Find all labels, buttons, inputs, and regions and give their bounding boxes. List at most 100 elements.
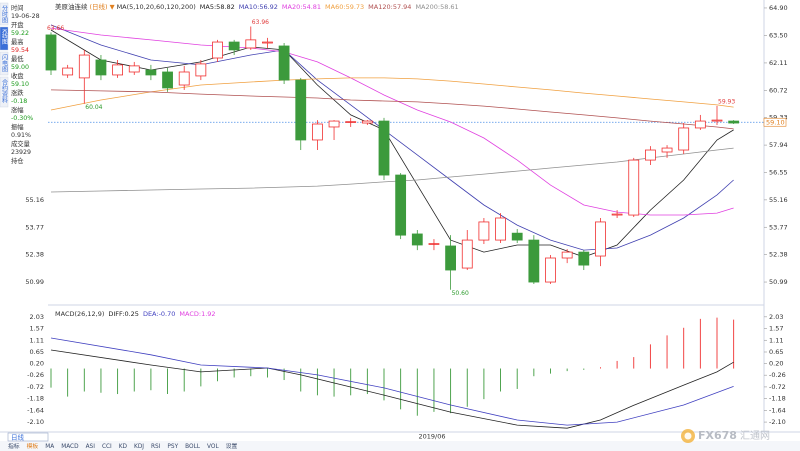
- candle-body: [428, 243, 440, 245]
- candle-body: [694, 120, 706, 129]
- side-tab[interactable]: [0, 76, 9, 108]
- ma-line: [50, 89, 734, 130]
- toolbar-item[interactable]: KD: [119, 444, 128, 450]
- extreme-label: 63.66: [47, 25, 64, 32]
- candle-body: [295, 79, 307, 141]
- ma-line: [50, 27, 734, 216]
- toolbar-item[interactable]: VOL: [207, 444, 219, 450]
- info-label: 收盘: [11, 71, 24, 80]
- toolbar-item[interactable]: 指标: [8, 442, 20, 450]
- y-tick-label: 55.16: [769, 196, 788, 204]
- y-tick-label: 1.11: [769, 336, 783, 344]
- candle-body: [661, 147, 673, 153]
- candle-body: [212, 41, 223, 59]
- watermark-name: 汇通网: [740, 429, 770, 442]
- last-price-box: [763, 117, 787, 127]
- last-price-label: 59.10: [766, 119, 785, 127]
- candle-body: [511, 232, 523, 241]
- info-label: 振幅: [11, 122, 24, 131]
- y-tick-label-left: -0.26: [27, 371, 44, 379]
- ma-line: [50, 77, 734, 111]
- ma-line: [50, 29, 734, 258]
- y-tick-label-left: 1.11: [30, 336, 44, 344]
- side-tab-label[interactable]: 分时图: [1, 4, 8, 24]
- y-tick-label-left: 52.38: [25, 251, 44, 259]
- candle-body: [228, 41, 240, 51]
- candle-body: [461, 239, 473, 269]
- candle-body: [345, 121, 357, 123]
- toolbar-item[interactable]: 设置: [226, 442, 238, 450]
- side-tab-label[interactable]: 闪电图: [1, 53, 8, 73]
- toolbar-item[interactable]: PSY: [167, 444, 178, 450]
- candle-body: [595, 221, 606, 257]
- extreme-label: 59.93: [718, 98, 735, 105]
- candle-body: [445, 245, 457, 271]
- extreme-label: 63.96: [252, 19, 269, 26]
- side-tab[interactable]: [0, 26, 9, 51]
- y-tick-label: -2.10: [769, 418, 786, 426]
- header-text: 美原油连续: [55, 2, 88, 11]
- y-tick-label-left: 50.99: [25, 278, 44, 286]
- info-value: -0.30%: [11, 115, 33, 122]
- toolbar-item[interactable]: MACD: [61, 444, 79, 450]
- period-selector[interactable]: 日线: [11, 432, 25, 441]
- candle-body: [628, 159, 640, 216]
- info-value: 19-06-28: [11, 13, 40, 20]
- candle-body: [495, 217, 506, 241]
- legend-entry: MA10:56.92: [239, 3, 278, 11]
- toolbar-bg: [0, 441, 800, 451]
- side-tab-label[interactable]: 合约资料: [1, 78, 8, 104]
- info-value: 0.91%: [11, 132, 31, 139]
- y-tick-label: 0.20: [769, 359, 783, 367]
- indicator-title: MA(5,10,20,60,120,200): [117, 3, 196, 11]
- candle-body: [361, 120, 373, 124]
- candle-body: [311, 123, 323, 141]
- candle-body: [195, 63, 207, 77]
- candle-body: [378, 120, 390, 176]
- legend-entry: MACD:1.92: [179, 310, 215, 318]
- toolbar-item[interactable]: KDJ: [134, 444, 144, 450]
- side-tab[interactable]: [0, 51, 9, 76]
- candle-body: [728, 120, 740, 124]
- toolbar-item[interactable]: RSI: [151, 444, 161, 450]
- toolbar-item[interactable]: CCI: [102, 444, 112, 450]
- info-value: 59.22: [11, 30, 29, 37]
- y-tick-label: 0.65: [769, 348, 783, 356]
- info-label: 最高: [11, 37, 24, 46]
- candle-body: [178, 71, 190, 86]
- candle-body: [528, 239, 540, 283]
- candle-body: [262, 41, 273, 44]
- indicator-title: MACD(26,12,9): [55, 310, 104, 318]
- y-tick-label: 1.57: [769, 325, 783, 333]
- side-tab-label[interactable]: K线图: [1, 29, 8, 46]
- ma-line: [50, 24, 734, 251]
- candle-body: [278, 45, 290, 81]
- info-value: -0.18: [11, 98, 27, 105]
- info-label: 持仓: [11, 156, 24, 165]
- side-tab[interactable]: [0, 2, 9, 26]
- toolbar-item[interactable]: MA: [45, 444, 54, 450]
- candle-body: [561, 251, 573, 259]
- candle-body: [112, 64, 123, 76]
- toolbar-item[interactable]: BOLL: [185, 444, 201, 450]
- toolbar-item[interactable]: ASI: [86, 444, 96, 450]
- info-value: 59.10: [11, 81, 29, 88]
- candle-body: [678, 127, 690, 151]
- toolbar-item[interactable]: 模板: [27, 442, 39, 450]
- period-box[interactable]: [7, 432, 49, 442]
- info-label: 成交量: [11, 139, 31, 148]
- candle-body: [411, 233, 423, 246]
- legend-entry: DIFF:0.25: [108, 310, 139, 318]
- y-tick-label-left: 0.20: [30, 359, 44, 367]
- legend-entry: MA5:58.82: [200, 3, 235, 11]
- y-tick-label: -0.72: [769, 383, 786, 391]
- y-tick-label-left: 55.16: [25, 196, 44, 204]
- y-tick-label-left: -1.18: [27, 395, 44, 403]
- y-tick-label-left: -2.10: [27, 418, 44, 426]
- legend-entry: DEA:-0.70: [143, 310, 175, 318]
- ma-line: [50, 349, 734, 429]
- y-tick-label-left: 0.65: [30, 348, 44, 356]
- y-tick-label: 63.50: [769, 32, 788, 40]
- y-tick-label: 60.72: [769, 86, 788, 94]
- watermark: FX678 汇通网: [681, 429, 770, 443]
